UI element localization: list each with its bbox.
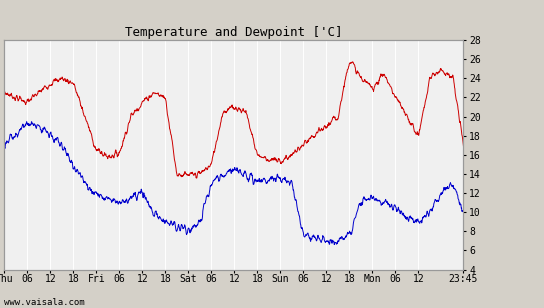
Text: www.vaisala.com: www.vaisala.com xyxy=(4,298,85,307)
Title: Temperature and Dewpoint ['C]: Temperature and Dewpoint ['C] xyxy=(125,26,343,39)
